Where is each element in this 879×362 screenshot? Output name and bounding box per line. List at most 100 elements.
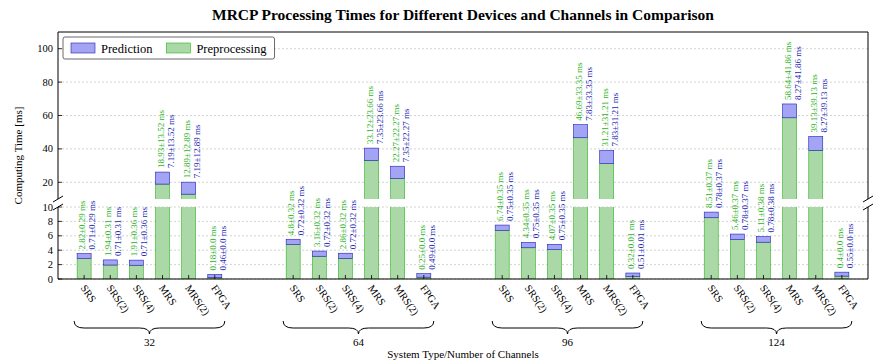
data-label: 0.71±0.29 ms <box>87 200 97 250</box>
bar-segment <box>547 244 561 249</box>
bar-segment <box>77 259 91 279</box>
axis-break <box>53 196 63 202</box>
y-tick <box>58 250 62 251</box>
data-label: 5.11±0.38 ms <box>756 183 766 232</box>
legend-box <box>63 37 275 59</box>
data-label: 7.35±22.27 ms <box>401 108 411 162</box>
data-label: 8.51±0.37 ms <box>704 158 714 208</box>
frame <box>58 207 59 279</box>
data-label: 2.82±0.29 ms <box>77 200 87 250</box>
grid-line <box>58 279 868 280</box>
y-tick <box>58 48 62 49</box>
x-tick <box>815 275 816 279</box>
data-label: 31.21±31.21 ms <box>600 88 610 147</box>
bar-segment <box>809 137 823 151</box>
bar-segment <box>756 237 770 243</box>
legend-swatch <box>71 43 95 53</box>
data-label: 0.55±0.0 ms <box>845 223 855 268</box>
x-tick <box>789 275 790 279</box>
data-label: 0.75±0.35 ms <box>531 189 541 239</box>
x-tick <box>580 275 581 279</box>
data-label: 2.86±0.32 ms <box>338 200 348 250</box>
group-label: 96 <box>562 336 574 348</box>
data-label: 1.94±0.31 ms <box>103 206 113 256</box>
bar-segment <box>391 179 405 279</box>
bar-segment <box>338 258 352 279</box>
bar-segment <box>600 164 614 279</box>
grid-line <box>58 264 868 265</box>
data-label: 0.71±0.31 ms <box>113 206 123 256</box>
bar-segment <box>182 194 196 279</box>
y-tick-label: 60 <box>43 110 54 121</box>
y-tick-label: 100 <box>37 43 53 54</box>
x-tick-label: MRS <box>784 283 806 308</box>
x-tick-label: MRS(2) <box>809 283 839 318</box>
x-tick-label: MRS <box>157 283 179 308</box>
data-label: 8.27±39.13 ms <box>819 78 829 132</box>
x-tick-label: SRS(2) <box>104 283 132 316</box>
x-tick <box>110 275 111 279</box>
x-tick-label: SRS(4) <box>130 283 158 316</box>
data-label: 4.8±0.32 ms <box>286 190 296 235</box>
x-tick <box>711 275 712 279</box>
data-label: 7.35±23.66 ms <box>375 90 385 144</box>
x-tick-label: SRS(4) <box>339 283 367 316</box>
data-label: 0.72±0.32 ms <box>348 200 358 250</box>
bar-segment <box>312 251 326 256</box>
x-tick-label: SRS(4) <box>548 283 576 316</box>
x-tick <box>188 275 189 279</box>
data-label: 0.72±0.32 ms <box>296 186 306 236</box>
x-tick-label: FPGA <box>209 283 234 312</box>
bar-segment <box>704 218 718 279</box>
data-label: 7.19±13.52 ms <box>166 114 176 168</box>
x-tick-label: MRS(2) <box>600 283 630 318</box>
data-label: 0.75±0.35 ms <box>505 171 515 221</box>
y-tick <box>58 115 62 116</box>
data-label: 58.64±41.86 ms <box>783 41 793 100</box>
data-label: 0.18±0.0 ms <box>208 225 218 270</box>
bar-segment <box>156 184 170 279</box>
x-tick <box>293 275 294 279</box>
bar-segment <box>521 242 535 247</box>
y-tick-label: 2 <box>48 259 53 270</box>
group-brace <box>492 321 643 334</box>
data-label: 12.89±12.89 ms <box>182 119 192 178</box>
frame <box>58 32 59 199</box>
x-tick <box>345 275 346 279</box>
data-label: 0.32±0.01 ms <box>626 219 636 269</box>
x-tick-label: SRS(2) <box>731 283 759 316</box>
bar-segment <box>365 148 379 160</box>
bar-segment <box>704 212 718 218</box>
x-tick-label: MRS(2) <box>391 283 421 318</box>
grid-line <box>58 235 868 236</box>
x-tick-label: FPGA <box>418 283 443 312</box>
data-label: 0.75±0.35 ms <box>557 191 567 241</box>
y-tick-label: 80 <box>43 77 54 88</box>
x-tick <box>502 275 503 279</box>
y-tick <box>58 82 62 83</box>
bar-segment <box>495 230 509 279</box>
data-label: 7.83±33.35 ms <box>584 66 594 120</box>
y-tick <box>58 221 62 222</box>
y-tick-label: 20 <box>43 177 54 188</box>
x-tick-label: SRS(4) <box>757 283 785 316</box>
y-tick-label: 0 <box>48 274 53 285</box>
y-tick <box>58 182 62 183</box>
bar-segment <box>574 138 588 279</box>
x-tick <box>371 275 372 279</box>
bar-segment <box>156 172 170 184</box>
data-label: 33.12±23.66 ms <box>365 85 375 144</box>
x-tick-label: FPGA <box>627 283 652 312</box>
data-label: 0.72±0.32 ms <box>322 197 332 247</box>
data-label: 0.71±0.36 ms <box>139 206 149 256</box>
x-tick <box>763 275 764 279</box>
bar-segment <box>103 260 117 265</box>
x-tick-label: SRS <box>288 283 308 305</box>
data-label: 4.34±0.35 ms <box>521 189 531 239</box>
data-label: 0.4±0.0 ms <box>835 227 845 268</box>
x-tick <box>632 275 633 279</box>
data-label: 1.91±0.36 ms <box>129 206 139 256</box>
x-tick-label: SRS(2) <box>522 283 550 316</box>
group-label: 32 <box>144 336 155 348</box>
y-tick-label: 8 <box>48 216 53 227</box>
